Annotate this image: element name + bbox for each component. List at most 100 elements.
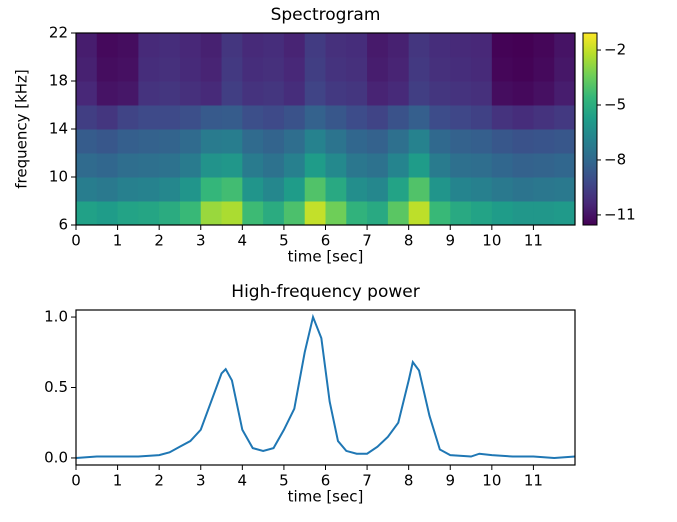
heatmap-cell <box>283 177 306 202</box>
heatmap-cell <box>117 177 139 202</box>
heatmap-cell <box>263 153 285 178</box>
heatmap-cell <box>346 153 368 178</box>
heatmap-cell <box>533 33 555 58</box>
heatmap-cell <box>304 81 326 106</box>
heatmap-cell <box>554 129 576 154</box>
heatmap-cell <box>450 81 472 106</box>
heatmap-cell <box>387 57 410 82</box>
heatmap-cell <box>367 177 389 202</box>
heatmap-cell <box>367 57 389 82</box>
heatmap-cell <box>76 33 98 58</box>
heatmap-cell <box>283 129 306 154</box>
heatmap-cell <box>554 201 576 226</box>
colorbar-tick-label: −11 <box>604 205 636 223</box>
heatmap-cell <box>346 33 368 58</box>
heatmap-cell <box>471 81 493 106</box>
heatmap-cell <box>76 201 98 226</box>
heatmap-cell <box>179 57 202 82</box>
heatmap-cell <box>491 33 514 58</box>
heatmap-cell <box>117 33 139 58</box>
heatmap-cell <box>159 201 181 226</box>
heatmap-cell <box>450 153 472 178</box>
heatmap-cell <box>491 201 514 226</box>
heatmap-cell <box>491 81 514 106</box>
heatmap-cell <box>242 33 264 58</box>
heatmap-cell <box>138 33 160 58</box>
heatmap-cell <box>408 105 430 130</box>
x-tick-label: 6 <box>321 232 331 250</box>
heatmap-cell <box>159 105 181 130</box>
x-axis-label: time [sec] <box>288 248 364 266</box>
line-series <box>75 313 576 459</box>
heatmap-cell <box>533 177 555 202</box>
heatmap-cell <box>325 81 347 106</box>
heatmap-cell <box>450 129 472 154</box>
heatmap-cell <box>179 129 202 154</box>
heatmap-cell <box>346 201 368 226</box>
x-tick-label: 8 <box>404 472 414 490</box>
heatmap-cell <box>138 153 160 178</box>
heatmap-cell <box>491 57 514 82</box>
y-tick-label: 10 <box>49 168 68 186</box>
heatmap-cell <box>408 57 430 82</box>
heatmap-cell <box>200 33 223 58</box>
chart-title: Spectrogram <box>271 5 381 25</box>
heatmap-cell <box>200 129 223 154</box>
heatmap-cell <box>242 177 264 202</box>
heatmap-cell <box>512 33 534 58</box>
heatmap-cell <box>304 105 326 130</box>
heatmap-cell <box>533 57 555 82</box>
heatmap-cell <box>450 177 472 202</box>
heatmap-cell <box>367 81 389 106</box>
heatmap-cell <box>117 57 139 82</box>
x-tick-label: 7 <box>362 232 372 250</box>
heatmap-cell <box>471 201 493 226</box>
heatmap-cell <box>429 33 451 58</box>
heatmap-cell <box>533 81 555 106</box>
heatmap-cell <box>429 81 451 106</box>
heatmap-cell <box>471 129 493 154</box>
heatmap-cell <box>471 177 493 202</box>
heatmap-cell <box>179 33 202 58</box>
heatmap-cell <box>491 153 514 178</box>
x-tick-label: 10 <box>482 232 501 250</box>
heatmap-cell <box>96 105 119 130</box>
heatmap-cell <box>367 105 389 130</box>
heatmap-cell <box>471 153 493 178</box>
heatmap-cell <box>117 201 139 226</box>
heatmap-cell <box>96 81 119 106</box>
heatmap-cell <box>242 153 264 178</box>
heatmap-cell <box>367 33 389 58</box>
colorbar-tick-label: −8 <box>604 150 626 168</box>
x-tick-label: 9 <box>445 472 455 490</box>
x-tick-label: 2 <box>154 472 164 490</box>
heatmap-cell <box>263 81 285 106</box>
heatmap-cell <box>429 105 451 130</box>
heatmap-cell <box>76 57 98 82</box>
heatmap-cell <box>221 153 243 178</box>
heatmap-cell <box>138 201 160 226</box>
heatmap-cell <box>200 57 223 82</box>
heatmap-cell <box>512 81 534 106</box>
heatmap-cell <box>159 129 181 154</box>
x-tick-label: 3 <box>196 232 206 250</box>
x-tick-label: 10 <box>482 472 501 490</box>
x-tick-label: 1 <box>113 232 123 250</box>
heatmap-cell <box>159 177 181 202</box>
heatmap-cell <box>387 81 410 106</box>
y-tick-label: 0.0 <box>44 448 68 466</box>
x-tick-label: 0 <box>71 472 81 490</box>
heatmap-cell <box>387 153 410 178</box>
heatmap-cell <box>387 129 410 154</box>
heatmap-cell <box>304 177 326 202</box>
heatmap-cell <box>221 129 243 154</box>
heatmap-cell <box>554 81 576 106</box>
x-tick-label: 5 <box>279 472 289 490</box>
heatmap-cell <box>76 129 98 154</box>
x-tick-label: 1 <box>113 472 123 490</box>
heatmap-cell <box>429 57 451 82</box>
x-tick-label: 9 <box>445 232 455 250</box>
heatmap-cell <box>408 177 430 202</box>
heatmap-cell <box>138 177 160 202</box>
heatmap-cell <box>159 57 181 82</box>
